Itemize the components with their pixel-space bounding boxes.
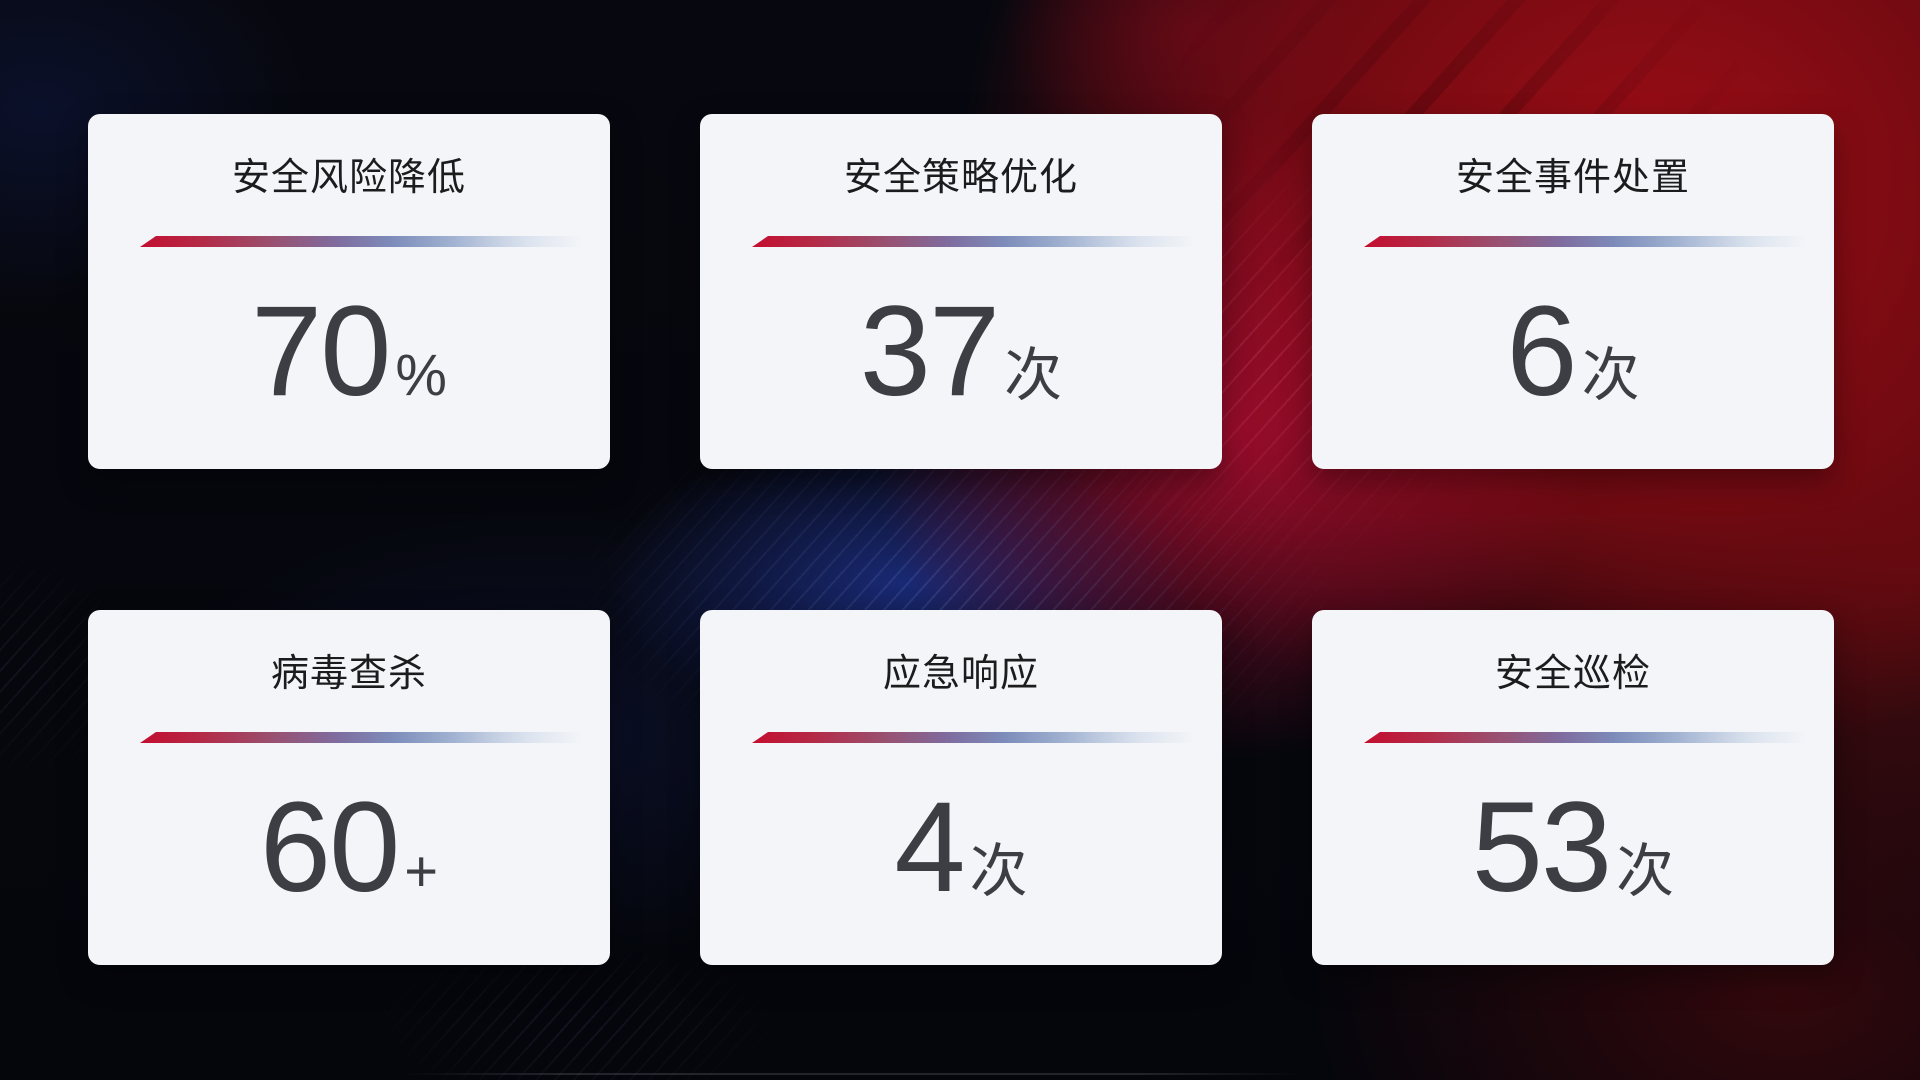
stat-card-risk-reduction: 安全风险降低 70 % <box>88 114 610 469</box>
stat-value-unit: + <box>404 839 439 904</box>
gradient-divider <box>140 732 583 743</box>
stat-card-virus-scan: 病毒查杀 60 + <box>88 610 610 965</box>
gradient-divider <box>1364 236 1807 247</box>
stat-value-unit: % <box>395 343 447 408</box>
stat-card-incident-handling: 安全事件处置 6 次 <box>1312 114 1834 469</box>
stat-card-title: 应急响应 <box>882 653 1039 695</box>
stat-value-unit: 次 <box>969 839 1028 904</box>
stat-value-number: 53 <box>1471 776 1612 919</box>
stat-value-area: 6 次 <box>1312 235 1834 469</box>
stat-value-number: 70 <box>251 280 391 423</box>
gradient-divider <box>752 732 1195 743</box>
stat-value-number: 6 <box>1506 280 1577 423</box>
stat-value-area: 37 次 <box>700 235 1222 469</box>
stat-card-title: 安全策略优化 <box>843 157 1078 199</box>
stat-card-title: 安全巡检 <box>1494 653 1651 695</box>
gradient-divider <box>752 236 1195 247</box>
stat-card-title: 安全事件处置 <box>1455 157 1690 199</box>
stats-grid: 安全风险降低 70 % 安全策略优化 37 次 安全事件处置 6 次 <box>88 114 1834 965</box>
gradient-divider <box>1364 732 1807 743</box>
stat-value-unit: 次 <box>1004 343 1063 408</box>
stat-value-area: 53 次 <box>1312 731 1834 965</box>
stat-card-title: 病毒查杀 <box>270 653 427 695</box>
bottom-accent-line <box>400 1073 1300 1075</box>
stat-value-unit: 次 <box>1581 343 1640 408</box>
stat-value-area: 60 + <box>88 731 610 965</box>
stat-value-number: 4 <box>894 776 965 919</box>
stat-value-area: 4 次 <box>700 731 1222 965</box>
gradient-divider <box>140 236 583 247</box>
stat-card-security-inspection: 安全巡检 53 次 <box>1312 610 1834 965</box>
stat-card-policy-optimization: 安全策略优化 37 次 <box>700 114 1222 469</box>
stat-card-emergency-response: 应急响应 4 次 <box>700 610 1222 965</box>
stat-value-area: 70 % <box>88 235 610 469</box>
stat-value-unit: 次 <box>1616 839 1675 904</box>
stat-value-number: 60 <box>259 776 400 919</box>
stat-value-number: 37 <box>859 280 1000 423</box>
stat-card-title: 安全风险降低 <box>231 157 466 199</box>
